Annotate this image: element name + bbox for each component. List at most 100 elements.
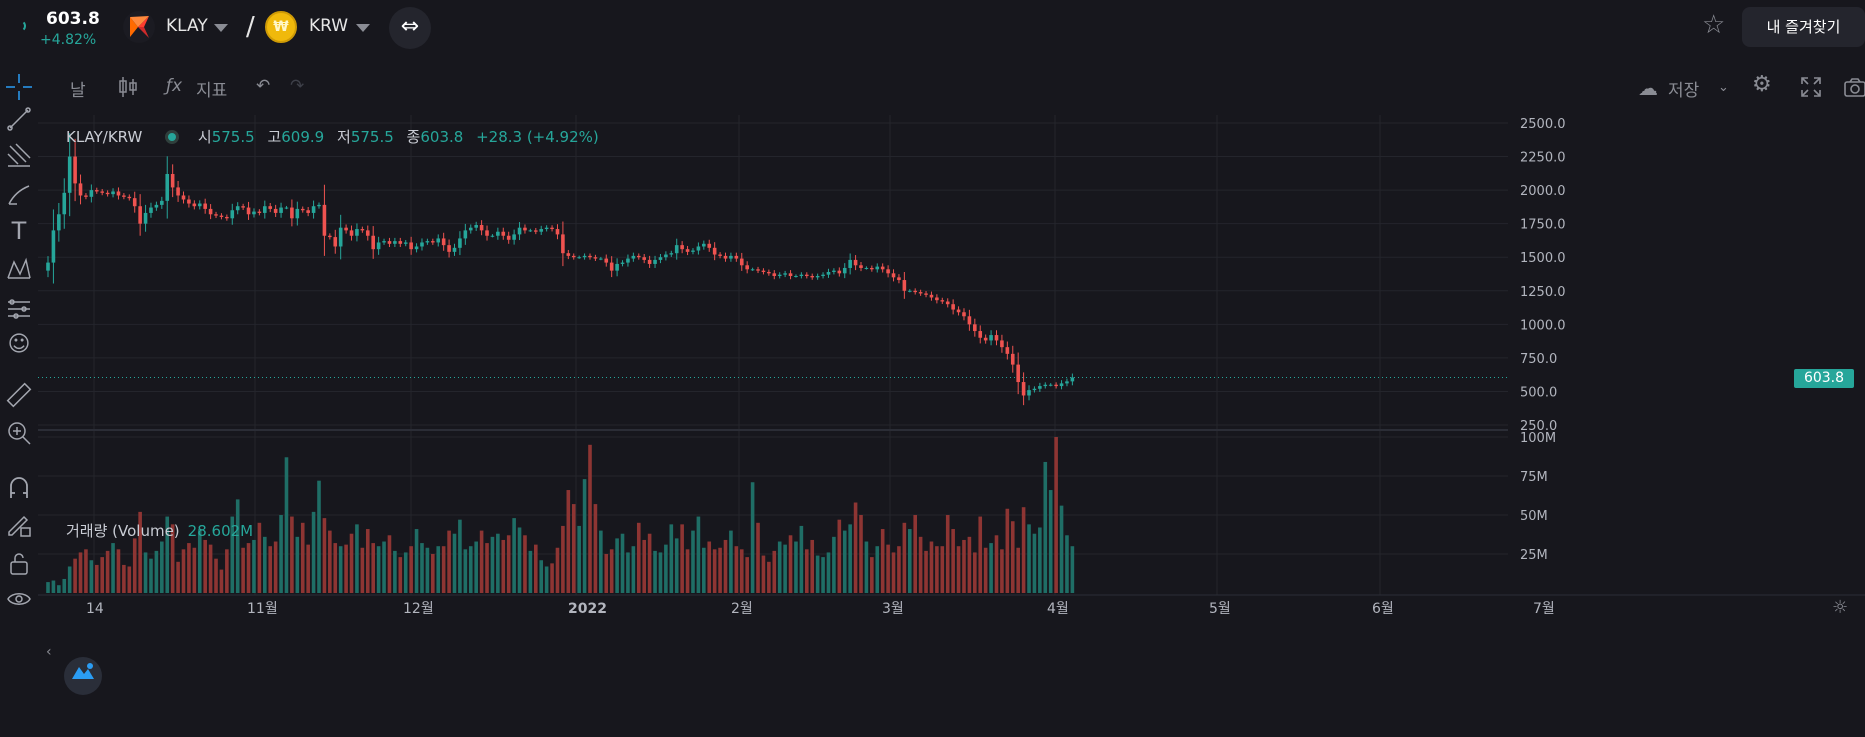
volume-bar xyxy=(73,558,77,593)
candle-body xyxy=(360,229,365,231)
chevron-down-icon[interactable]: ⌄ xyxy=(1718,80,1729,95)
indicator-fx-icon[interactable]: ƒx xyxy=(166,76,183,96)
candle-body xyxy=(615,263,619,271)
volume-bar xyxy=(306,544,310,593)
volume-bar xyxy=(333,543,338,593)
redo-icon[interactable]: ↷ xyxy=(290,76,305,96)
candle-body xyxy=(387,241,392,244)
volume-bar xyxy=(409,546,413,593)
candle-body xyxy=(496,231,500,236)
tradingview-logo-icon[interactable] xyxy=(64,657,102,695)
indicators-button[interactable]: 지표 xyxy=(196,81,228,101)
volume-bar xyxy=(425,547,430,593)
volume-bar xyxy=(463,549,468,593)
pattern-tool-icon[interactable] xyxy=(6,256,32,282)
zoom-in-icon[interactable] xyxy=(6,420,32,446)
volume-bar xyxy=(891,552,896,593)
volume-bar xyxy=(458,519,462,593)
volume-bar xyxy=(479,530,484,593)
interval-selector[interactable]: 날 xyxy=(70,81,86,101)
base-symbol-selector[interactable]: KLAY xyxy=(166,16,208,36)
close-label: 종 xyxy=(406,128,421,146)
star-icon[interactable]: ☆ xyxy=(1702,10,1726,40)
price-chart[interactable]: 2500.0 2250.0 2000.0 1750.0 1500.0 1250.0 1000… xyxy=(38,115,1865,737)
swap-pair-button[interactable]: ⇔ xyxy=(389,7,431,49)
volume-bar xyxy=(1016,547,1020,593)
candle-body xyxy=(127,196,132,199)
volume-bar xyxy=(355,524,359,593)
emoji-icon[interactable]: ☺ xyxy=(7,332,31,357)
quote-symbol-selector[interactable]: KRW xyxy=(309,16,349,36)
candle-body xyxy=(300,208,305,211)
pair-separator: / xyxy=(246,12,255,42)
pair-label: KLAY/KRW xyxy=(66,128,143,146)
candle-body xyxy=(458,238,462,248)
candle-body xyxy=(550,227,554,230)
volume-bar xyxy=(620,533,625,593)
candle-body xyxy=(886,269,890,274)
candle-body xyxy=(431,241,435,243)
candle-body xyxy=(750,269,755,271)
candle-body xyxy=(57,214,61,231)
volume-bar xyxy=(989,543,993,593)
lock-drawings-icon[interactable] xyxy=(6,512,32,538)
volume-bar xyxy=(1027,524,1031,593)
volume-bar xyxy=(89,560,94,593)
volume-bar xyxy=(225,549,229,593)
fullscreen-icon[interactable] xyxy=(1800,76,1822,103)
text-tool-icon[interactable]: T xyxy=(11,217,27,245)
chevron-down-icon[interactable] xyxy=(356,24,370,32)
candle-body xyxy=(859,265,863,268)
trend-line-icon[interactable] xyxy=(6,106,32,132)
undo-icon[interactable]: ↶ xyxy=(256,76,271,96)
volume-bar xyxy=(290,516,294,593)
price-tick-label: 2000.0 xyxy=(1520,184,1566,199)
gear-icon[interactable]: ⚙ xyxy=(1752,72,1772,97)
volume-bar xyxy=(208,544,213,593)
cloud-icon[interactable]: ☁ xyxy=(1638,76,1658,100)
candle-body xyxy=(853,259,858,266)
candle-body xyxy=(317,204,321,207)
volume-bar xyxy=(365,529,370,593)
save-button[interactable]: 저장 xyxy=(1668,81,1700,101)
volume-bar xyxy=(983,547,988,593)
candle-body xyxy=(393,241,397,244)
volume-bar xyxy=(626,552,630,593)
candle-body xyxy=(306,210,310,213)
drawing-toolbar: T ☺ xyxy=(0,70,38,737)
candle-body xyxy=(1005,347,1010,354)
candle-body xyxy=(832,270,836,272)
prediction-tool-icon[interactable] xyxy=(6,296,32,322)
candle-body xyxy=(929,294,934,298)
magnet-icon[interactable] xyxy=(6,474,32,500)
open-value: 575.5 xyxy=(211,128,255,146)
candle-body xyxy=(89,190,94,197)
top-bar: 603.8 +4.82% KLAY / ₩ KRW ⇔ ☆ 내 즐겨찾기 xyxy=(0,0,1865,58)
krw-coin-icon: ₩ xyxy=(265,11,297,43)
ruler-icon[interactable] xyxy=(6,382,32,408)
volume-bar xyxy=(788,535,793,593)
volume-bar xyxy=(653,550,657,593)
chevron-down-icon[interactable] xyxy=(214,24,228,32)
candle-body xyxy=(322,204,327,236)
collapse-toolbar-icon[interactable]: ‹ xyxy=(46,644,52,660)
candle-type-icon[interactable] xyxy=(118,76,138,103)
volume-bar xyxy=(815,555,820,593)
volume-bar xyxy=(940,546,945,593)
unlock-icon[interactable] xyxy=(6,550,32,576)
volume-bar xyxy=(1048,490,1053,593)
candle-body xyxy=(669,253,674,255)
fib-tool-icon[interactable] xyxy=(6,142,32,168)
volume-bar xyxy=(734,546,739,593)
favorites-button[interactable]: 내 즐겨찾기 xyxy=(1742,7,1865,47)
volume-bar xyxy=(609,549,614,593)
price-axis-bg xyxy=(1508,115,1865,595)
candle-body xyxy=(848,259,852,268)
ohlc-legend: KLAY/KRW 시575.5 고609.9 저575.5 종603.8 +28… xyxy=(66,126,607,147)
candle-body xyxy=(897,277,901,281)
eye-icon[interactable] xyxy=(6,586,32,612)
camera-icon[interactable] xyxy=(1844,76,1865,103)
brush-icon[interactable] xyxy=(6,182,32,208)
crosshair-icon[interactable] xyxy=(6,74,32,100)
candle-body xyxy=(149,207,153,213)
